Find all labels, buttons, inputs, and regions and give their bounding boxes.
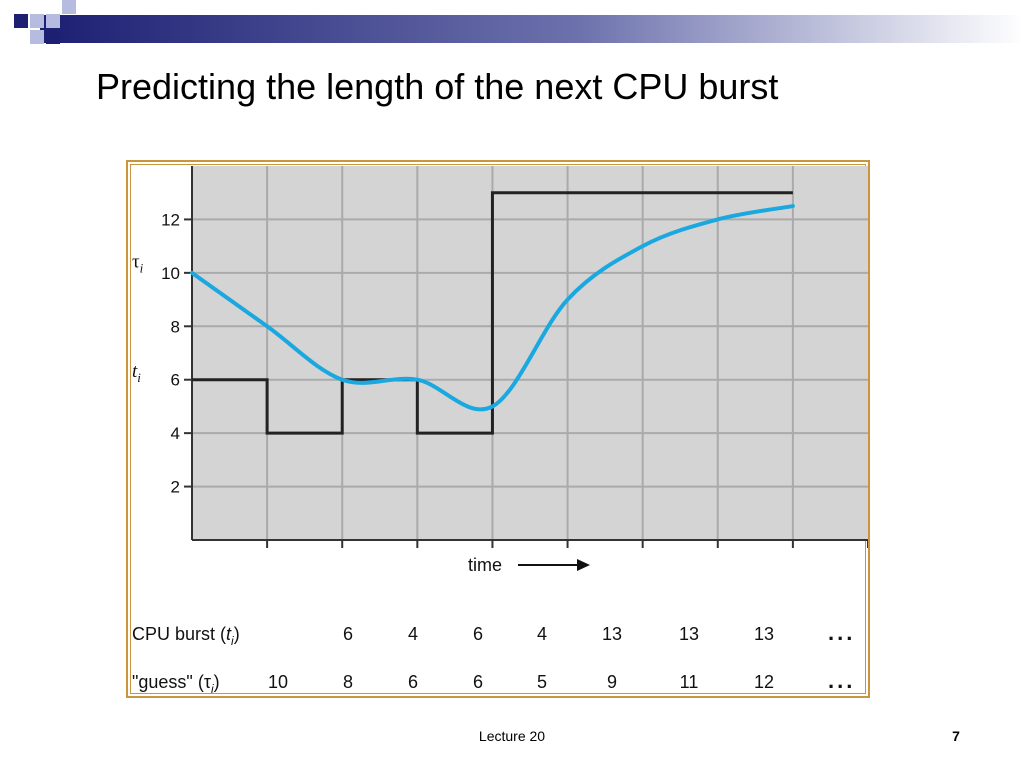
table-cell: 12: [754, 672, 774, 692]
y-axis-label-tau: τi: [132, 252, 144, 276]
table-cell: 4: [408, 624, 418, 644]
table-cell: 9: [607, 672, 617, 692]
deco-square: [30, 30, 44, 44]
y-axis-label-t: ti: [132, 361, 141, 385]
table-cell: 6: [473, 672, 483, 692]
y-tick-label: 6: [171, 371, 180, 390]
header-gradient-bar: [40, 15, 1024, 43]
table-cell: 4: [537, 624, 547, 644]
deco-square: [14, 14, 28, 28]
table-ellipsis: ...: [828, 668, 855, 693]
deco-square: [46, 30, 60, 44]
table-cell: 13: [754, 624, 774, 644]
plot-area: [192, 166, 868, 540]
table-row-label: "guess" (τi): [132, 672, 220, 696]
table-ellipsis: ...: [828, 620, 855, 645]
guess-curve: [190, 204, 795, 412]
table-cell: 13: [602, 624, 622, 644]
slide-title: Predicting the length of the next CPU bu…: [96, 66, 779, 107]
figure-frame: 2 4 6 8 10 12 τi ti time CPU burst (ti) 6 4 6 4 13 13 13…: [126, 160, 870, 698]
page-number: 7: [952, 728, 960, 744]
cpu-burst-chart: 2 4 6 8 10 12 τi ti time CPU burst (ti) 6 4 6 4 13 13 13…: [132, 166, 868, 696]
deco-square: [30, 14, 44, 28]
table-cell: 6: [408, 672, 418, 692]
y-tick-label: 8: [171, 317, 180, 336]
table-cell: 11: [680, 672, 699, 692]
deco-square: [62, 0, 76, 14]
y-tick-label: 10: [161, 264, 180, 283]
table-cell: 13: [679, 624, 699, 644]
time-arrow-head: [577, 559, 590, 571]
table-cell: 6: [343, 624, 353, 644]
y-tick-label: 4: [171, 424, 180, 443]
table-row-label: CPU burst (ti): [132, 624, 240, 648]
table-cell: 5: [537, 672, 547, 692]
cpu-burst-step-line: [192, 191, 793, 435]
footer-text: Lecture 20: [478, 728, 546, 744]
x-axis-label: time: [468, 555, 502, 575]
y-tick-label: 12: [161, 210, 180, 229]
y-tick-label: 2: [171, 478, 180, 497]
table-cell: 8: [343, 672, 353, 692]
table-cell: 6: [473, 624, 483, 644]
table-cell: 10: [268, 672, 288, 692]
deco-square: [46, 14, 60, 28]
